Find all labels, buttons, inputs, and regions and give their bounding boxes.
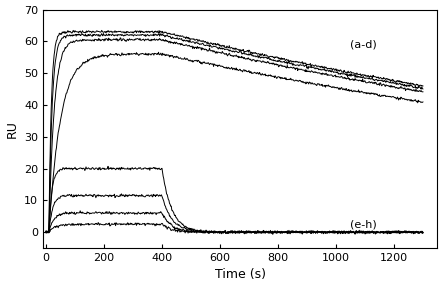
- Text: (e-h): (e-h): [350, 219, 377, 229]
- X-axis label: Time (s): Time (s): [215, 268, 266, 282]
- Text: (a-d): (a-d): [350, 40, 377, 50]
- Y-axis label: RU: RU: [6, 120, 19, 138]
